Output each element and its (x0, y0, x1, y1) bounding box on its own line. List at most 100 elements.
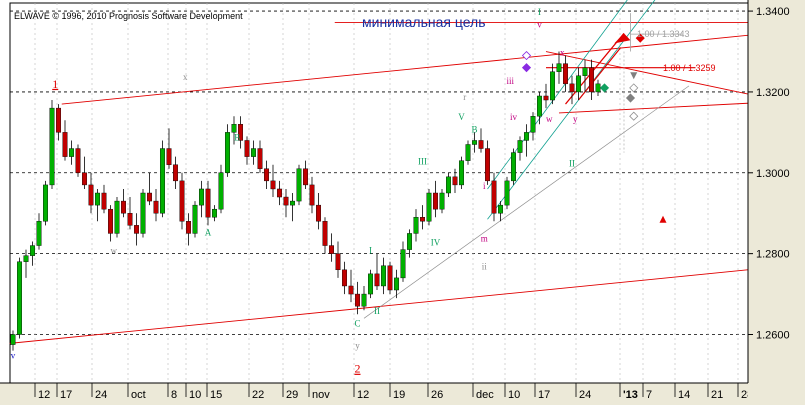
y-tick-label: 1.2600 (756, 329, 790, 341)
candle-down (166, 148, 172, 165)
candle-up (576, 75, 582, 93)
x-tick-label: 17 (538, 389, 550, 401)
candle-down (563, 63, 569, 85)
x-tick-label: 24 (579, 389, 591, 401)
candle-down (316, 204, 322, 222)
candle-up (218, 172, 224, 210)
x-tick-label: 19 (393, 389, 405, 401)
wave-label: IV (431, 237, 441, 247)
candle-up (290, 200, 296, 206)
candle-down (264, 168, 270, 182)
x-tick-label: 12 (357, 389, 369, 401)
wave-label: m (481, 233, 488, 243)
candle-down (75, 148, 81, 173)
x-tick-label: 24 (95, 389, 107, 401)
candle-up (211, 208, 217, 218)
candle-down (127, 213, 133, 226)
candle-down (335, 253, 341, 271)
candle-up (192, 204, 198, 234)
plot-frame (9, 2, 749, 384)
candle-up (407, 233, 413, 250)
wave-label: iii (506, 76, 514, 86)
grid (9, 2, 749, 384)
x-tick-label: 15 (210, 389, 222, 401)
candle-down (589, 67, 595, 93)
x-tick-label: '13 (623, 389, 638, 401)
x-tick-label: 10 (508, 389, 520, 401)
target-arrowhead (614, 33, 631, 44)
candle-down (485, 148, 491, 182)
candle-down (277, 188, 283, 198)
x-tick-label: 7 (646, 389, 652, 401)
wave-label: x (560, 48, 565, 58)
candle-down (329, 245, 335, 254)
x-tick-label: 21 (711, 389, 723, 401)
candle-up (504, 180, 510, 206)
candle-up (498, 204, 504, 214)
candle-down (244, 140, 250, 157)
markers (521, 33, 667, 223)
x-tick-label: dec (476, 389, 494, 401)
wave-label: I (369, 246, 372, 256)
trend-line (9, 269, 748, 344)
target-label-1: 1.00 / 1.3343 (637, 29, 690, 39)
candle-up (159, 148, 165, 214)
candle-up (43, 184, 49, 222)
candle-down (348, 285, 354, 295)
diamond-marker (521, 50, 532, 61)
diamond-marker (521, 63, 532, 73)
candle-down (185, 221, 191, 234)
diamond-marker (625, 93, 636, 103)
candle-down (374, 273, 380, 287)
wave-label: i (483, 181, 486, 191)
candle-up (413, 217, 419, 234)
candle-down (146, 192, 152, 202)
candle-up (49, 107, 55, 186)
wave-label: I (538, 7, 541, 17)
candle-down (452, 176, 458, 186)
diamond-marker (629, 83, 639, 93)
candle-up (114, 200, 120, 234)
candle-up (381, 265, 387, 287)
target-label-2: 1.00 / 1.3259 (663, 63, 716, 73)
candle-down (101, 192, 107, 210)
candle-up (446, 176, 452, 194)
wave-label: w (546, 114, 553, 124)
candles (10, 51, 601, 351)
candle-down (420, 217, 426, 222)
trend-line (558, 102, 748, 114)
wave-label: B (471, 124, 477, 134)
candle-up (224, 132, 230, 173)
candle-up (231, 124, 237, 133)
candle-up (465, 144, 471, 161)
triangle-marker (659, 215, 667, 223)
wave-label: II (569, 159, 575, 169)
trend-line (363, 85, 690, 319)
candle-down (543, 95, 549, 101)
candle-down (62, 132, 68, 157)
x-tick-label: 17 (60, 389, 72, 401)
y-axis: 1.3400 1.3200 1.3000 1.2800 1.2600 (747, 0, 805, 405)
candle-up (472, 140, 478, 145)
wave-label: iv (510, 112, 518, 122)
candle-up (400, 249, 406, 279)
candle-down (133, 225, 139, 234)
wave-label: 1 (52, 77, 58, 91)
diamond-marker (635, 33, 645, 43)
wave-label: B (234, 132, 240, 142)
candle-down (179, 180, 185, 222)
wave-label: C (354, 318, 360, 328)
candle-down (172, 164, 178, 182)
candle-down (387, 265, 393, 291)
candle-up (250, 148, 256, 157)
candle-down (257, 148, 263, 169)
diamond-marker (599, 83, 610, 93)
diamond-marker (629, 111, 639, 121)
candle-up (524, 132, 530, 141)
target-arrow-line (578, 47, 622, 101)
candle-down (153, 200, 159, 214)
x-tick-label: oct (131, 389, 146, 401)
candle-down (205, 188, 211, 218)
wave-label: II (374, 306, 380, 316)
